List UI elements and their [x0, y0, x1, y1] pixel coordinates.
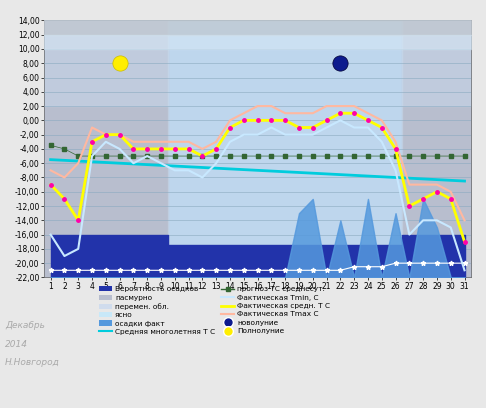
- Text: 2014: 2014: [5, 340, 28, 349]
- Legend: Вероятность осадков, пасмурно, перемен. обл., ясно, осадки факт, Средняя многоле: Вероятность осадков, пасмурно, перемен. …: [99, 286, 330, 335]
- Text: Н.Новгород: Н.Новгород: [5, 358, 60, 367]
- Text: Декабрь: Декабрь: [5, 322, 45, 330]
